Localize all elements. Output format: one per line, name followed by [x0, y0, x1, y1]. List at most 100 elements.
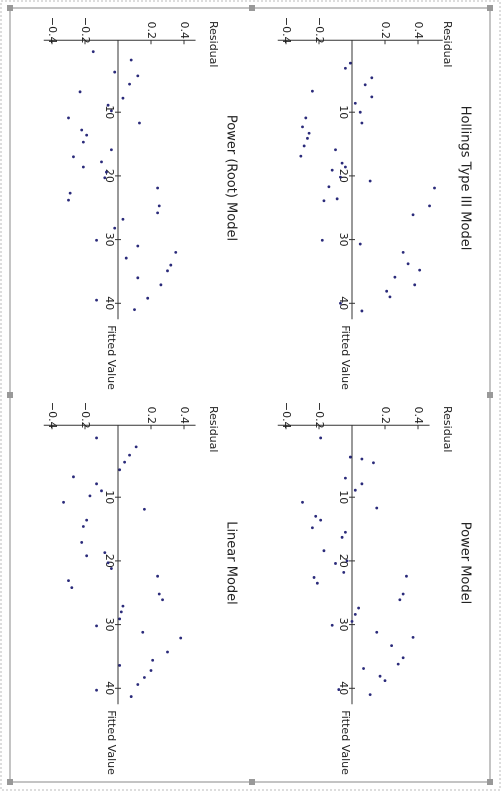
point — [110, 567, 113, 570]
point — [67, 116, 70, 120]
point — [348, 455, 352, 459]
point — [390, 644, 393, 648]
point — [344, 66, 347, 70]
selection-frame — [9, 7, 491, 783]
point — [85, 554, 89, 558]
point — [314, 514, 318, 518]
point — [113, 70, 117, 74]
x-tick-label: 30 — [103, 618, 116, 632]
point — [383, 679, 387, 683]
x-tick-label: 30 — [103, 233, 116, 247]
point — [315, 581, 319, 585]
point — [80, 128, 84, 132]
point — [339, 301, 342, 305]
point — [121, 217, 125, 221]
point — [95, 436, 98, 440]
point — [344, 165, 347, 169]
x-tick-label: 20 — [103, 169, 116, 183]
point — [375, 630, 379, 634]
point — [306, 136, 309, 140]
x-tick-label: 20 — [103, 554, 116, 568]
x-tick-label: 10 — [103, 490, 116, 504]
point — [67, 198, 70, 202]
x-axis-label: Fitted Value — [105, 325, 118, 390]
point — [156, 574, 160, 578]
point — [156, 186, 160, 190]
point — [304, 116, 308, 120]
point — [350, 620, 354, 623]
point — [335, 197, 339, 201]
point — [360, 309, 364, 313]
y-axis-label: Residual — [207, 21, 220, 67]
point — [62, 500, 65, 504]
point — [80, 541, 84, 544]
point — [368, 179, 372, 183]
point — [348, 61, 352, 65]
point — [128, 82, 131, 86]
point — [100, 160, 103, 164]
point — [322, 549, 326, 553]
y-tick-label: 0.2 — [379, 21, 392, 39]
point — [136, 276, 140, 280]
x-tick-label: 20 — [337, 554, 350, 568]
chart-title: Power Model — [458, 522, 473, 604]
point — [129, 58, 133, 62]
point — [307, 131, 311, 135]
point — [124, 256, 128, 260]
point — [136, 683, 140, 686]
point — [72, 475, 75, 479]
point — [81, 525, 85, 528]
y-tick-label: −0.2 — [313, 402, 326, 429]
point — [166, 650, 169, 654]
point — [110, 148, 113, 152]
point — [378, 674, 382, 678]
point — [334, 148, 337, 152]
point — [428, 204, 431, 208]
point — [78, 90, 82, 94]
x-tick-label: 10 — [337, 105, 350, 119]
point — [299, 154, 303, 158]
point — [339, 175, 342, 179]
point — [401, 592, 405, 596]
y-tick-label: 0.2 — [145, 406, 158, 424]
y-tick-label: 0.4 — [178, 406, 191, 424]
point — [334, 562, 337, 565]
point — [360, 121, 364, 125]
point — [301, 125, 304, 129]
point — [136, 74, 140, 78]
point — [106, 103, 110, 107]
y-tick-label: 0.4 — [178, 21, 191, 39]
point — [95, 624, 98, 628]
y-tick-label: 0.4 — [412, 406, 425, 424]
point — [118, 663, 122, 667]
point — [418, 268, 422, 272]
point — [388, 295, 392, 299]
point — [433, 186, 436, 190]
x-tick-label: 30 — [337, 618, 350, 632]
point — [179, 636, 183, 640]
point — [141, 630, 145, 634]
y-axis-label: Residual — [207, 406, 220, 452]
point — [118, 617, 122, 621]
point — [85, 133, 89, 137]
point — [68, 191, 72, 195]
point — [312, 576, 316, 579]
point — [134, 445, 138, 449]
point — [123, 460, 126, 464]
point — [385, 289, 389, 293]
x-tick-label: 40 — [337, 296, 350, 310]
point — [330, 168, 334, 172]
point — [344, 476, 347, 480]
point — [372, 461, 375, 465]
point — [119, 610, 123, 614]
point — [95, 298, 98, 302]
point — [360, 482, 364, 486]
point — [72, 155, 75, 159]
point — [143, 676, 146, 679]
y-tick-label: −0.2 — [313, 17, 326, 44]
point — [405, 574, 408, 578]
x-tick-label: 40 — [337, 681, 350, 695]
point — [301, 500, 304, 504]
point — [340, 161, 344, 165]
